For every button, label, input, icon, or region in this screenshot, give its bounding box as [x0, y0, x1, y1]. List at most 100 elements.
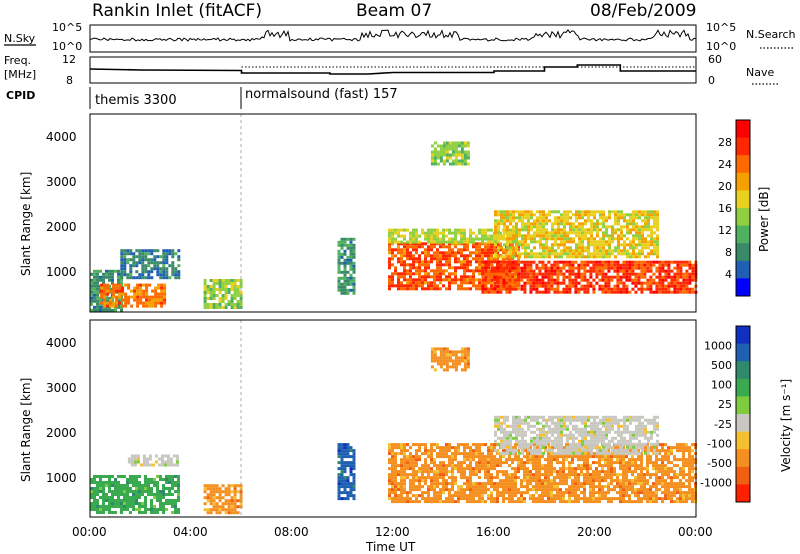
velocity-cell-4 — [688, 455, 691, 459]
power-cell-8 — [596, 234, 599, 238]
velocity-cell-4 — [586, 461, 589, 465]
velocity-cell-5 — [494, 433, 497, 437]
power-cell-8 — [608, 237, 611, 241]
velocity-cell-2 — [227, 490, 231, 494]
velocity-cell-3 — [349, 491, 353, 495]
velocity-cell-4 — [442, 491, 445, 495]
power-cell-7 — [583, 284, 587, 288]
velocity-cell-4 — [394, 455, 397, 459]
power-cell-5 — [391, 272, 394, 276]
power-cell-7 — [604, 278, 608, 282]
power-cell-7 — [649, 284, 653, 288]
velocity-cell-4 — [601, 488, 604, 492]
velocity-cell-4 — [484, 491, 487, 495]
power-cell-7 — [598, 269, 602, 273]
power-cell-5 — [475, 284, 478, 288]
velocity-cell-2 — [212, 499, 216, 503]
velocity-cell-4 — [421, 443, 424, 447]
velocity-cell-1 — [145, 460, 149, 464]
velocity-cell-4 — [601, 497, 604, 501]
velocity-cell-2 — [227, 502, 231, 506]
velocity-cell-0 — [93, 502, 96, 505]
power-cell-9 — [430, 159, 434, 163]
velocity-cell-4 — [493, 443, 496, 447]
power-cell-8 — [509, 213, 512, 217]
power-cell-7 — [523, 275, 527, 279]
velocity-cell-4 — [397, 488, 400, 492]
velocity-cell-5 — [500, 439, 503, 443]
velocity-cell-4 — [490, 485, 493, 489]
power-cell-8 — [548, 210, 551, 214]
power-cell-8 — [503, 216, 506, 220]
velocity-cell-4 — [403, 479, 406, 483]
power-cell-8 — [518, 213, 521, 217]
velocity-cell-4 — [451, 479, 454, 483]
power-cell-5 — [448, 263, 451, 267]
power-cell-7 — [646, 287, 650, 291]
power-cell-5 — [445, 254, 448, 258]
power-cell-2 — [147, 249, 151, 253]
velocity-cell-4 — [571, 485, 574, 489]
power-cell-5 — [412, 278, 415, 282]
velocity-cell-4 — [685, 458, 688, 462]
velocity-cell-4 — [490, 491, 493, 495]
power-cell-8 — [653, 231, 656, 235]
velocity-cell-4 — [508, 464, 511, 468]
power-cell-6 — [451, 231, 454, 235]
power-cell-8 — [527, 225, 530, 229]
velocity-cell-4 — [664, 479, 667, 483]
velocity-cell-4 — [472, 500, 475, 504]
power-cell-8 — [602, 210, 605, 214]
power-cell-5 — [502, 257, 505, 261]
power-cell-7 — [619, 287, 623, 291]
power-cell-7 — [484, 281, 488, 285]
power-cell-7 — [610, 278, 614, 282]
power-cell-8 — [635, 216, 638, 220]
power-cell-7 — [619, 290, 623, 294]
velocity-cell-4 — [613, 461, 616, 465]
power-cell-0 — [93, 293, 96, 297]
velocity-cell-4 — [568, 461, 571, 465]
velocity-cell-4 — [457, 500, 460, 504]
velocity-cell-3 — [340, 446, 344, 450]
power-cell-6 — [457, 228, 460, 232]
power-cell-5 — [406, 278, 409, 282]
velocity-cell-4 — [442, 446, 445, 450]
velocity-cell-4 — [556, 473, 559, 477]
velocity-cell-4 — [436, 494, 439, 498]
power-cell-2 — [156, 267, 160, 271]
velocity-cell-0 — [147, 487, 150, 490]
power-cell-5 — [409, 257, 412, 261]
velocity-cell-4 — [502, 497, 505, 501]
power-cell-8 — [542, 222, 545, 226]
power-cell-5 — [409, 254, 412, 258]
velocity-cell-4 — [487, 464, 490, 468]
velocity-cell-4 — [514, 467, 517, 471]
power-cell-5 — [439, 260, 442, 264]
power-cell-8 — [524, 234, 527, 238]
velocity-cell-4 — [505, 497, 508, 501]
power-cell-8 — [500, 234, 503, 238]
velocity-cell-4 — [490, 479, 493, 483]
power-cell-0 — [120, 281, 123, 285]
power-cell-0 — [93, 299, 96, 303]
power-cell-5 — [424, 266, 427, 270]
power-cell-7 — [544, 284, 548, 288]
velocity-cell-0 — [156, 475, 159, 478]
velocity-cell-4 — [634, 482, 637, 486]
power-cell-0 — [96, 293, 99, 297]
velocity-cell-4 — [388, 488, 391, 492]
power-cell-7 — [559, 260, 563, 264]
power-cell-1 — [100, 295, 104, 299]
velocity-cell-4 — [679, 500, 682, 504]
velocity-cell-4 — [610, 500, 613, 504]
velocity-cell-4 — [499, 458, 502, 462]
velocity-cell-4 — [568, 497, 571, 501]
power-cell-8 — [617, 243, 620, 247]
power-cell-5 — [442, 251, 445, 255]
power-cell-8 — [566, 249, 569, 253]
power-cell-7 — [499, 287, 503, 291]
power-cell-5 — [439, 254, 442, 258]
power-cell-7 — [496, 284, 500, 288]
power-cell-5 — [442, 257, 445, 261]
